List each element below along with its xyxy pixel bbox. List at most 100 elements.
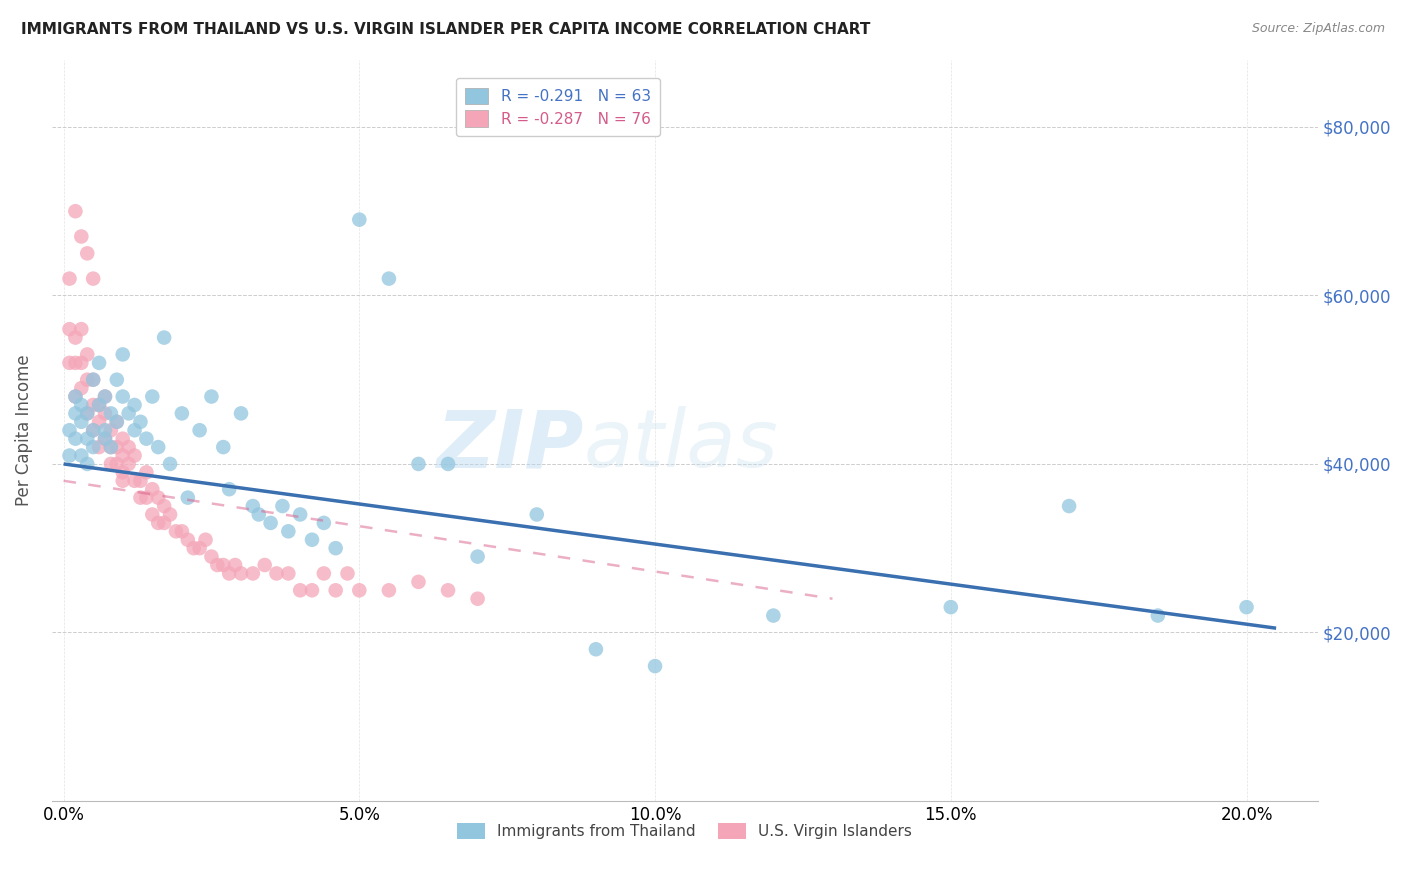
Point xyxy=(378,271,401,285)
Point xyxy=(100,423,122,437)
Point xyxy=(76,347,98,361)
Point xyxy=(200,390,222,404)
Point xyxy=(76,406,98,420)
Point xyxy=(94,406,117,420)
Point xyxy=(82,423,104,437)
Point xyxy=(65,204,87,219)
Point xyxy=(141,390,163,404)
Point xyxy=(100,406,122,420)
Point xyxy=(87,398,110,412)
Point xyxy=(111,466,134,480)
Point xyxy=(165,524,187,539)
Point xyxy=(218,482,240,496)
Point xyxy=(129,415,152,429)
Point xyxy=(762,608,785,623)
Point xyxy=(336,566,359,581)
Point xyxy=(82,440,104,454)
Point xyxy=(100,440,122,454)
Point xyxy=(65,432,87,446)
Point xyxy=(82,373,104,387)
Point xyxy=(207,558,229,572)
Point xyxy=(200,549,222,564)
Point xyxy=(58,271,80,285)
Point xyxy=(1236,600,1258,615)
Point xyxy=(229,566,252,581)
Point xyxy=(117,457,139,471)
Point xyxy=(70,398,93,412)
Point xyxy=(58,449,80,463)
Point xyxy=(117,406,139,420)
Point xyxy=(105,457,128,471)
Point xyxy=(70,229,93,244)
Point xyxy=(70,356,93,370)
Point xyxy=(58,356,80,370)
Point xyxy=(224,558,246,572)
Point xyxy=(212,558,235,572)
Point xyxy=(111,390,134,404)
Point xyxy=(82,373,104,387)
Point xyxy=(266,566,288,581)
Point xyxy=(177,533,200,547)
Point xyxy=(58,423,80,437)
Point xyxy=(325,583,347,598)
Point xyxy=(82,423,104,437)
Point xyxy=(271,499,294,513)
Point xyxy=(70,415,93,429)
Point xyxy=(939,600,962,615)
Point xyxy=(65,390,87,404)
Point xyxy=(1146,608,1168,623)
Point xyxy=(467,549,489,564)
Point xyxy=(183,541,205,556)
Point xyxy=(188,423,211,437)
Point xyxy=(159,508,181,522)
Point xyxy=(1057,499,1080,513)
Point xyxy=(177,491,200,505)
Point xyxy=(159,457,181,471)
Point xyxy=(94,423,117,437)
Point xyxy=(188,541,211,556)
Point xyxy=(87,415,110,429)
Point xyxy=(301,533,323,547)
Point xyxy=(124,398,146,412)
Point xyxy=(105,415,128,429)
Point xyxy=(259,516,281,530)
Point xyxy=(124,449,146,463)
Point xyxy=(70,381,93,395)
Point xyxy=(100,457,122,471)
Point xyxy=(312,566,335,581)
Y-axis label: Per Capita Income: Per Capita Income xyxy=(15,354,32,506)
Point xyxy=(288,508,311,522)
Point xyxy=(153,516,176,530)
Point xyxy=(148,516,170,530)
Point xyxy=(218,566,240,581)
Point xyxy=(70,449,93,463)
Text: IMMIGRANTS FROM THAILAND VS U.S. VIRGIN ISLANDER PER CAPITA INCOME CORRELATION C: IMMIGRANTS FROM THAILAND VS U.S. VIRGIN … xyxy=(21,22,870,37)
Point xyxy=(408,574,430,589)
Point xyxy=(124,474,146,488)
Point xyxy=(94,432,117,446)
Point xyxy=(94,390,117,404)
Point xyxy=(247,508,270,522)
Point xyxy=(349,212,371,227)
Point xyxy=(212,440,235,454)
Point xyxy=(105,440,128,454)
Point xyxy=(82,398,104,412)
Point xyxy=(194,533,217,547)
Point xyxy=(111,432,134,446)
Point xyxy=(124,423,146,437)
Point xyxy=(408,457,430,471)
Point xyxy=(105,415,128,429)
Point xyxy=(135,466,157,480)
Point xyxy=(105,373,128,387)
Point xyxy=(82,271,104,285)
Point xyxy=(129,491,152,505)
Point xyxy=(378,583,401,598)
Point xyxy=(100,440,122,454)
Point xyxy=(277,524,299,539)
Point xyxy=(141,508,163,522)
Point xyxy=(87,440,110,454)
Point xyxy=(148,440,170,454)
Point xyxy=(170,524,193,539)
Point xyxy=(467,591,489,606)
Point xyxy=(65,356,87,370)
